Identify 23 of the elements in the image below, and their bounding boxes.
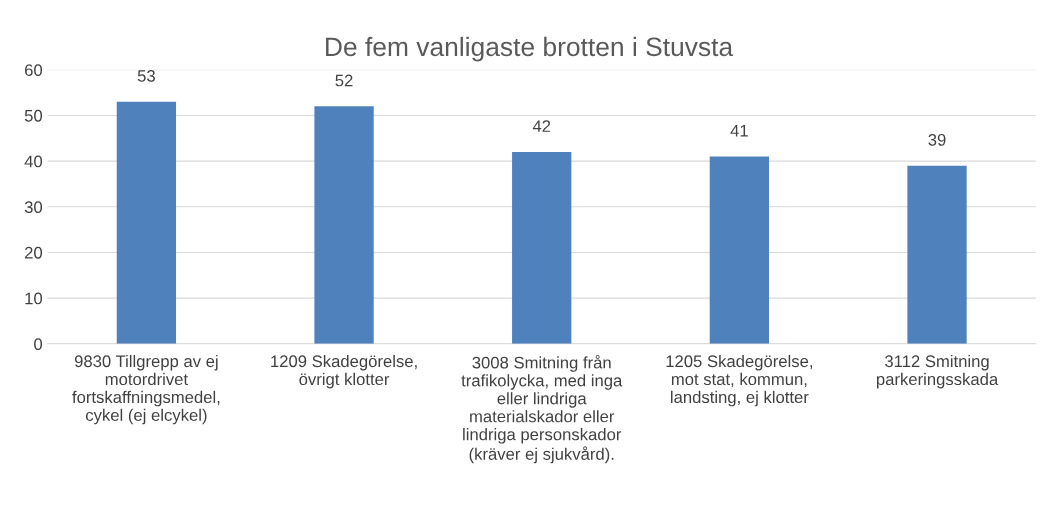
bar <box>116 101 177 344</box>
chart-title: De fem vanligaste brotten i Stuvsta <box>326 36 734 62</box>
y-tick-label: 40 <box>24 155 43 168</box>
bar <box>512 152 572 344</box>
x-tick-label: 3112 Smitning parkeringsskada <box>876 354 999 389</box>
x-tick-label: 3008 Smitning från trafikolycka, med inga eller lindriga materialskador eller lindriga personskador (kräver ej sjukvård). <box>461 354 623 464</box>
x-tick-label: 1205 Skadegörelse, mot stat, kommun, landsting, ej klotter <box>666 354 813 407</box>
bar <box>907 165 967 344</box>
bar <box>709 156 770 344</box>
y-tick-label: 30 <box>24 201 43 213</box>
x-tick-label: 9830 Tillgrepp av ej motordrivet fortskaffningsmedel, cykel (ej elcykel) <box>72 354 220 425</box>
y-tick-label: 50 <box>24 109 43 122</box>
x-tick-label: 1209 Skadegörelse, övrigt klotter <box>271 354 417 389</box>
y-tick-label: 20 <box>25 246 43 259</box>
data-label: 42 <box>532 120 551 132</box>
data-label: 41 <box>730 124 748 137</box>
data-label: 39 <box>928 133 946 146</box>
y-tick-label: 0 <box>34 338 43 351</box>
data-label: 53 <box>137 70 155 82</box>
bar <box>314 106 374 344</box>
data-label: 52 <box>335 74 353 87</box>
y-tick-label: 60 <box>25 64 43 76</box>
y-tick-label: 10 <box>25 292 43 305</box>
